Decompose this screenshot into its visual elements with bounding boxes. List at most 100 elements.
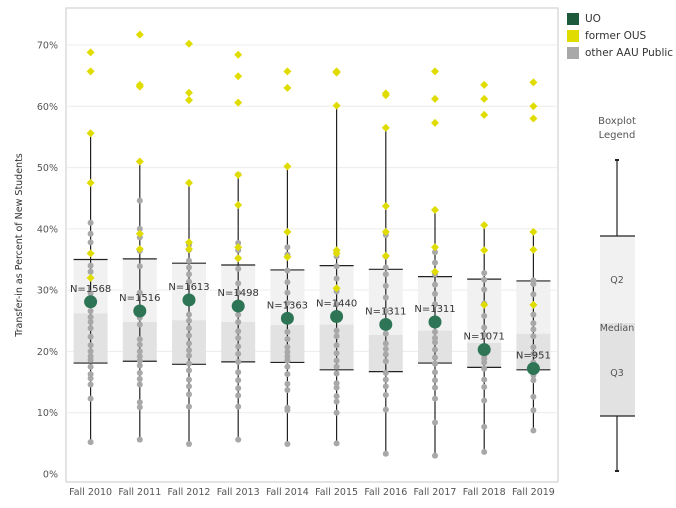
legend-label-other-aau: other AAU Public xyxy=(585,46,674,59)
legend-item-former-ous[interactable]: former OUS xyxy=(567,27,673,44)
aau-point xyxy=(186,376,192,383)
uo-n-label: N=1516 xyxy=(119,293,160,304)
uo-point xyxy=(379,317,393,331)
uo-n-label: N=1311 xyxy=(365,306,406,317)
aau-point xyxy=(481,286,488,293)
aau-point xyxy=(235,385,242,392)
aau-point xyxy=(235,265,242,272)
aau-point xyxy=(333,384,340,391)
aau-point xyxy=(186,383,192,390)
aau-point xyxy=(87,357,94,364)
aau-point xyxy=(382,369,389,376)
aau-point xyxy=(530,311,537,318)
ous-point xyxy=(86,48,95,57)
aau-point xyxy=(382,406,389,413)
aau-point xyxy=(432,419,438,426)
x-tick-label: Fall 2016 xyxy=(364,487,407,498)
ous-point xyxy=(135,157,144,166)
aau-point xyxy=(333,440,340,447)
legend-item-uo[interactable]: UO xyxy=(567,10,673,27)
ous-point xyxy=(529,114,538,123)
aau-point xyxy=(235,289,242,296)
x-axis: Fall 2010 Fall 2011 Fall 2012 Fall 2013 Fall… xyxy=(69,487,555,498)
aau-point xyxy=(432,259,438,266)
aau-point xyxy=(235,343,242,350)
plot-area xyxy=(65,7,559,483)
aau-point xyxy=(530,333,537,340)
ous-point xyxy=(86,273,95,282)
aau-point xyxy=(530,427,537,434)
ous-point xyxy=(529,300,538,309)
aau-point xyxy=(382,345,389,352)
ous-point xyxy=(234,170,243,179)
aau-point xyxy=(235,239,242,246)
legend-item-other-aau[interactable]: other AAU Public xyxy=(567,44,673,61)
aau-point xyxy=(235,350,242,357)
aau-point xyxy=(284,363,291,370)
ous-point xyxy=(185,88,193,97)
aau-point xyxy=(333,393,340,400)
ous-point xyxy=(86,67,95,76)
aau-point xyxy=(333,363,340,370)
aau-point xyxy=(432,360,438,367)
aau-point xyxy=(382,282,389,289)
aau-point xyxy=(136,362,143,369)
ous-point xyxy=(332,249,341,258)
uo-n-label: N=1568 xyxy=(70,284,111,295)
aau-point xyxy=(530,326,537,333)
aau-point xyxy=(136,357,143,364)
aau-point xyxy=(481,423,488,430)
aau-point xyxy=(186,403,192,410)
aau-point xyxy=(333,263,340,270)
aau-point xyxy=(382,351,389,358)
aau-point xyxy=(186,257,192,264)
aau-point xyxy=(284,407,291,414)
aau-point xyxy=(481,376,488,383)
x-tick-label: Fall 2017 xyxy=(414,487,457,498)
uo-n-label: N=951 xyxy=(516,351,551,362)
aau-point xyxy=(481,324,488,331)
aau-point xyxy=(481,331,488,338)
uo-point xyxy=(477,343,491,357)
ous-point xyxy=(431,243,439,252)
uo-series: N=1568 N=1516 N=1613 N=1498 N=1363 N=1440 N=13… xyxy=(70,282,551,376)
aau-point xyxy=(186,347,192,354)
uo-point xyxy=(280,311,294,325)
ous-point xyxy=(431,94,439,103)
aau-point xyxy=(136,381,143,388)
aau-point xyxy=(87,314,94,321)
aau-point xyxy=(382,307,389,314)
aau-point xyxy=(136,348,143,355)
aau-point xyxy=(382,450,389,457)
aau-point xyxy=(382,330,389,337)
aau-point xyxy=(481,359,488,366)
y-tick-label: 70% xyxy=(37,41,58,52)
legend-label-former-ous: former OUS xyxy=(585,29,647,42)
aau-point xyxy=(530,393,537,400)
aau-point xyxy=(235,392,242,399)
ous-point xyxy=(283,253,292,262)
ous-point xyxy=(234,98,243,107)
aau-point xyxy=(284,300,291,307)
aau-point xyxy=(235,311,242,318)
ous-point xyxy=(332,284,341,293)
aau-point xyxy=(235,319,242,326)
y-axis-title: Transfer-in as Percent of New Students xyxy=(14,153,25,338)
boxplot-legend-title-1: Boxplot xyxy=(598,116,636,127)
aau-point xyxy=(284,387,291,394)
aau-point xyxy=(235,280,242,287)
aau-point xyxy=(333,327,340,334)
ous-point xyxy=(86,249,95,258)
aau-point xyxy=(284,353,291,360)
aau-point xyxy=(136,341,143,348)
legend-q3-label: Q3 xyxy=(610,368,624,379)
ous-point xyxy=(234,254,243,263)
ous-point xyxy=(283,83,292,92)
ous-point xyxy=(185,238,193,247)
ous-point xyxy=(529,78,538,87)
aau-point xyxy=(87,348,94,355)
x-tick-label: Fall 2011 xyxy=(118,487,161,498)
aau-point xyxy=(284,267,291,274)
aau-point xyxy=(432,369,438,376)
aau-point xyxy=(136,353,143,360)
